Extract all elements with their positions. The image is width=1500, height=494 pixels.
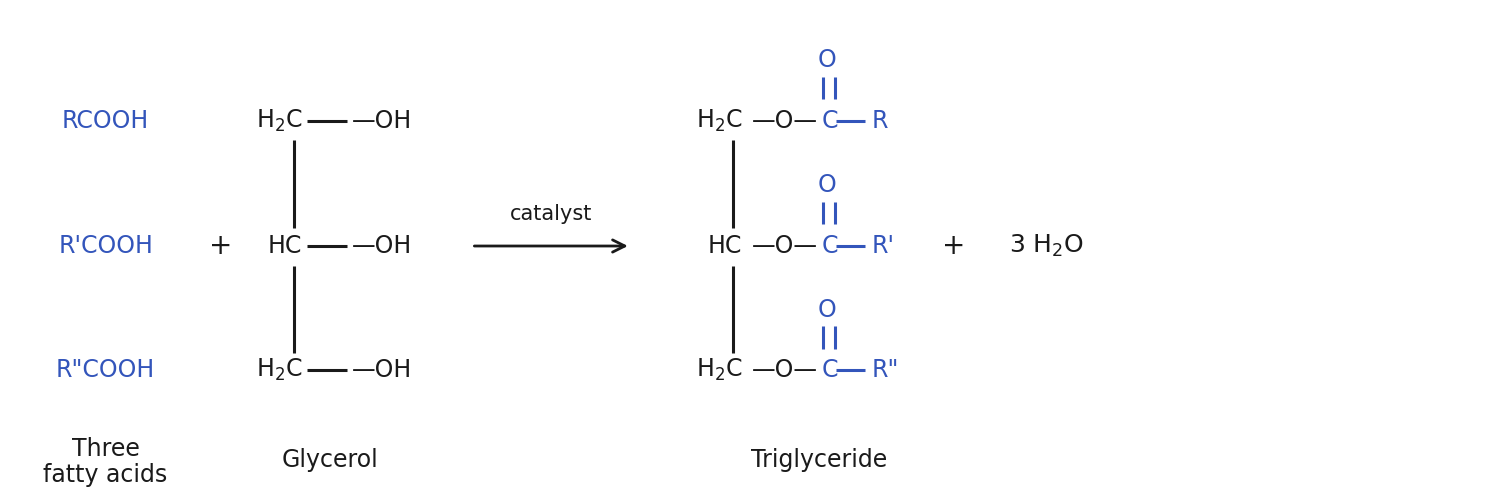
Text: R': R' [871, 234, 894, 258]
Text: O: O [818, 173, 836, 197]
Text: catalyst: catalyst [510, 204, 592, 224]
Text: C: C [822, 234, 839, 258]
Text: HC: HC [708, 234, 742, 258]
Text: R: R [871, 109, 888, 133]
Text: Triglyceride: Triglyceride [752, 449, 888, 472]
Text: H$_2$C: H$_2$C [696, 108, 742, 134]
Text: C: C [822, 109, 839, 133]
Text: O: O [818, 298, 836, 322]
Text: H$_2$C: H$_2$C [696, 357, 742, 383]
Text: +: + [942, 232, 966, 260]
Text: O: O [818, 48, 836, 72]
Text: C: C [822, 358, 839, 382]
Text: —O—: —O— [752, 234, 818, 258]
Text: H$_2$C: H$_2$C [256, 357, 303, 383]
Text: R'COOH: R'COOH [58, 234, 153, 258]
Text: RCOOH: RCOOH [62, 109, 148, 133]
Text: R"COOH: R"COOH [56, 358, 154, 382]
Text: —OH: —OH [352, 358, 413, 382]
Text: HC: HC [268, 234, 303, 258]
Text: Three: Three [72, 437, 140, 461]
Text: —O—: —O— [752, 358, 818, 382]
Text: 3 H$_2$O: 3 H$_2$O [1008, 233, 1083, 259]
Text: R": R" [871, 358, 898, 382]
Text: Glycerol: Glycerol [282, 449, 378, 472]
Text: +: + [210, 232, 232, 260]
Text: —OH: —OH [352, 234, 413, 258]
Text: —O—: —O— [752, 109, 818, 133]
Text: H$_2$C: H$_2$C [256, 108, 303, 134]
Text: fatty acids: fatty acids [44, 463, 168, 487]
Text: —OH: —OH [352, 109, 413, 133]
